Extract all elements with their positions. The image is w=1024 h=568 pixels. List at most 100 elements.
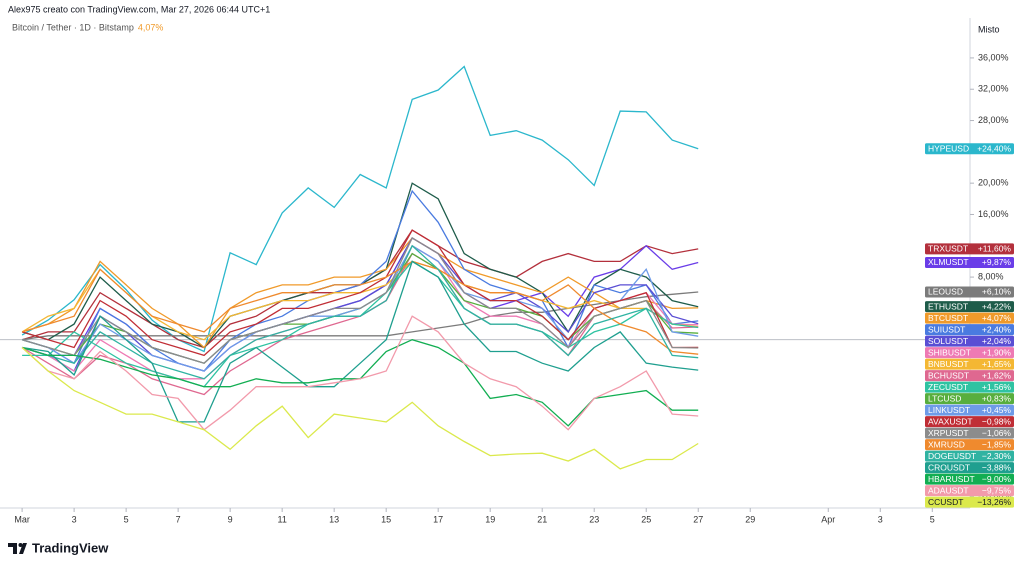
last-value-box <box>925 473 1014 485</box>
last-value-box <box>925 347 1014 359</box>
legend-name: SOLUSDT <box>928 336 968 346</box>
series-line <box>21 237 699 349</box>
last-value-label: +1,65% <box>982 359 1012 369</box>
legend-name: CROUSDT <box>928 462 970 472</box>
x-tick-label: 19 <box>485 514 495 524</box>
last-value-box <box>925 404 1014 416</box>
last-value-label: +2,40% <box>982 324 1012 334</box>
x-tick-label: 7 <box>176 514 181 524</box>
y-tick-label: 36,00% <box>978 52 1009 62</box>
last-value-label: +6,10% <box>982 287 1012 297</box>
last-value-label: +24,40% <box>977 143 1011 153</box>
last-value-box <box>925 450 1014 462</box>
last-value-box <box>925 416 1014 428</box>
x-tick-label: Mar <box>14 514 30 524</box>
last-value-box <box>925 243 1014 255</box>
legend-name: BNBUSDT <box>928 359 969 369</box>
y-tick-label: 16,00% <box>978 209 1009 219</box>
last-value-box <box>925 381 1014 393</box>
series-line <box>21 315 699 431</box>
x-tick-label: Apr <box>821 514 835 524</box>
brand: TradingView <box>32 540 109 555</box>
y-tick-label: 32,00% <box>978 84 1009 94</box>
last-value-label: −2,30% <box>982 451 1012 461</box>
x-tick-label: 23 <box>589 514 599 524</box>
last-value-box <box>925 301 1014 313</box>
legend-name: XMRUSD <box>928 439 965 449</box>
chart-title: Alex975 creato con TradingView.com, Mar … <box>8 4 270 14</box>
legend-name: TRXUSDT <box>928 244 968 254</box>
series-line <box>21 237 699 364</box>
legend-name: CCUSDT <box>928 497 963 507</box>
x-tick-label: 5 <box>124 514 129 524</box>
legend-name: ETHUSDT <box>928 301 968 311</box>
last-value-box <box>925 496 1014 508</box>
last-value-box <box>925 335 1014 347</box>
last-value-box <box>925 256 1014 268</box>
series-line <box>21 244 699 380</box>
legend-name: SHIBUSDT <box>928 347 971 357</box>
last-value-box <box>925 462 1014 474</box>
logo: TradingView <box>8 540 109 555</box>
legend-name: SUIUSDT <box>928 324 965 334</box>
legend-name: HYPEUSD <box>928 143 969 153</box>
x-tick-label: 21 <box>537 514 547 524</box>
last-value-label: +0,83% <box>982 393 1012 403</box>
legend-name: DOGEUSDT <box>928 451 976 461</box>
last-value-label: +2,04% <box>982 336 1012 346</box>
logo-dot <box>18 543 23 547</box>
legend-name: ADAUSDT <box>928 485 969 495</box>
legend-name: LEOUSD <box>928 287 963 297</box>
last-value-label: −3,88% <box>982 462 1012 472</box>
scale-mode: Misto <box>978 24 1000 34</box>
x-tick-label: 9 <box>228 514 233 524</box>
legend-name: LTCUSD <box>928 393 961 403</box>
series-line <box>22 260 699 423</box>
legend-name: XRPUSDT <box>928 428 969 438</box>
last-value-label: −13,26% <box>977 497 1011 507</box>
last-value-label: −0,98% <box>982 416 1012 426</box>
last-value-label: +9,87% <box>982 257 1012 267</box>
last-value-label: +11,60% <box>978 244 1012 254</box>
y-tick-label: 8,00% <box>978 271 1004 281</box>
x-tick-label: 17 <box>433 514 443 524</box>
last-value-box <box>925 393 1014 405</box>
last-value-label: −9,00% <box>982 474 1012 484</box>
last-value-label: +1,62% <box>982 370 1012 380</box>
x-tick-label: 5 <box>930 514 935 524</box>
legend-name: BTCUSDT <box>928 313 968 323</box>
subtitle-value: 4,07% <box>138 22 164 32</box>
last-value-box <box>925 370 1014 382</box>
x-tick-label: 3 <box>72 514 77 524</box>
last-value-label: +4,22% <box>982 301 1012 311</box>
last-value-box <box>925 324 1014 336</box>
last-value-label: −9,75% <box>982 485 1012 495</box>
x-tick-label: 15 <box>381 514 391 524</box>
x-tick-label: 25 <box>641 514 651 524</box>
series-line <box>21 237 699 372</box>
legend-name: BCHUSDT <box>928 370 969 380</box>
series-line <box>21 229 699 357</box>
last-value-box <box>925 427 1014 439</box>
legend-name: XLMUSDT <box>928 257 969 267</box>
series-line <box>21 347 699 470</box>
x-tick-label: 11 <box>277 514 286 524</box>
legend-name: ZECUSDT <box>928 382 968 392</box>
x-tick-label: 29 <box>745 514 755 524</box>
chart-subtitle: Bitcoin / Tether · 1D · Bitstamp <box>12 22 134 32</box>
legend-name: LINKUSDT <box>928 405 970 415</box>
last-value-box <box>925 143 1014 155</box>
last-value-label: −1,85% <box>982 439 1012 449</box>
y-tick-label: 20,00% <box>978 178 1009 188</box>
y-tick-label: 28,00% <box>978 115 1009 125</box>
legend-name: AVAXUSDT <box>928 416 973 426</box>
last-value-box <box>925 358 1014 370</box>
legend-name: HBARUSDT <box>928 474 975 484</box>
last-value-label: −1,06% <box>982 428 1012 438</box>
x-tick-label: 27 <box>693 514 703 524</box>
last-value-box <box>925 286 1014 298</box>
last-value-label: +1,56% <box>982 382 1012 392</box>
last-value-box <box>925 485 1014 497</box>
last-value-label: +0,45% <box>982 405 1012 415</box>
